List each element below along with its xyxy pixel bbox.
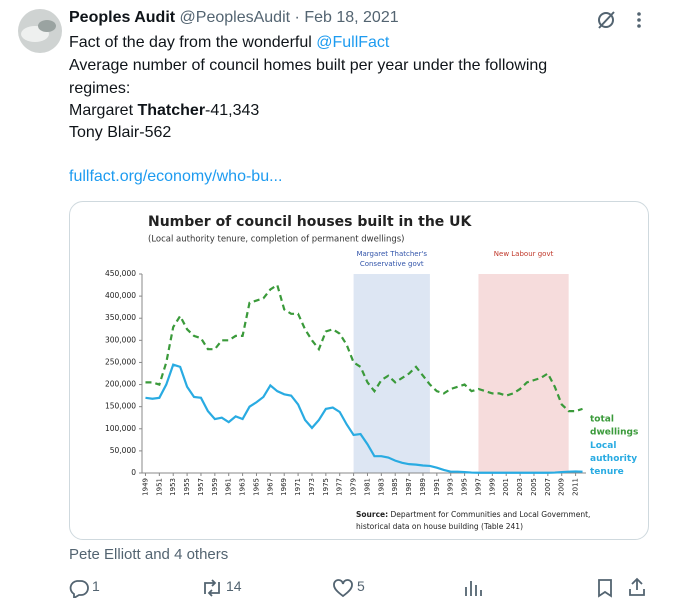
reply-icon[interactable] [69,578,89,598]
source-text: historical data on house building (Table… [356,522,523,531]
x-tick-label: 2001 [502,478,510,496]
y-tick-label: 300,000 [105,335,136,344]
chart: Number of council houses built in the UK… [105,214,638,531]
tweet-header: Peoples Audit @PeoplesAudit · Feb 18, 20… [69,9,399,27]
source: Source: Department for Communities and L… [356,510,590,519]
shaded-period [353,274,430,473]
x-tick-label: 2009 [558,478,566,496]
grok-icon[interactable] [595,9,619,31]
tweet-line: Tony Blair-562 [69,124,172,141]
x-tick-label: 2007 [544,478,552,496]
x-tick-label: 1951 [155,478,163,496]
chart-title: Number of council houses built in the UK [148,214,473,230]
x-tick-label: 1987 [405,478,413,496]
y-tick-label: 150,000 [105,402,136,411]
separator: · [294,9,300,26]
series-label: dwellings [590,427,638,437]
tweet-line: Average number of council homes built pe… [69,57,548,74]
x-tick-label: 1983 [377,478,385,496]
y-tick-label: 50,000 [110,446,136,455]
x-tick-label: 1967 [266,478,274,496]
author-name[interactable]: Peoples Audit [69,9,176,26]
x-tick-label: 1965 [252,478,260,496]
shaded-period [478,274,569,473]
y-tick-label: 450,000 [105,269,136,278]
x-tick-label: 1997 [474,478,482,496]
series-label: authority [590,454,637,464]
x-tick-label: 1953 [169,478,177,496]
x-tick-label: 1971 [294,478,302,496]
x-tick-label: 1973 [308,478,316,496]
tweet-line: Fact of the day from the wonderful @Full… [69,34,389,52]
series-line [145,283,583,413]
period-label: Conservative govt [360,260,424,268]
retweet-icon[interactable] [200,578,224,598]
text: Margaret [69,102,138,119]
x-tick-label: 1963 [239,478,247,496]
series-label: tenure [590,467,624,477]
mention[interactable]: @FullFact [316,34,390,51]
x-tick-label: 1949 [141,478,149,496]
more-icon[interactable] [632,10,646,30]
x-tick-label: 1977 [336,478,344,496]
x-tick-label: 1961 [225,478,233,496]
series-line [145,363,583,474]
x-tick-label: 1993 [447,478,455,496]
x-tick-label: 1991 [433,478,441,496]
tweet-line: Margaret Thatcher-41,343 [69,102,259,120]
y-tick-label: 0 [131,468,136,477]
x-tick-label: 1969 [280,478,288,496]
series-label: total [590,414,614,424]
source-text: Department for Communities and Local Gov… [391,510,591,519]
x-tick-label: 1957 [197,478,205,496]
date[interactable]: Feb 18, 2021 [304,9,399,26]
chart-subtitle: (Local authority tenure, completion of p… [148,235,404,245]
y-tick-label: 200,000 [105,380,136,389]
image-card[interactable]: Number of council houses built in the UK… [69,201,649,540]
x-tick-label: 1975 [322,478,330,496]
text: Fact of the day from the wonderful [69,34,317,51]
bookmark-icon[interactable] [596,578,614,598]
like-icon[interactable] [332,578,354,598]
x-tick-label: 1979 [350,478,358,496]
bold-text: Thatcher [137,102,206,119]
y-tick-label: 100,000 [105,424,136,433]
period-label: New Labour govt [494,250,554,258]
views-icon[interactable] [463,578,483,598]
x-tick-label: 1989 [419,478,427,496]
liked-by[interactable]: Pete Elliott and 4 others [69,546,229,563]
x-tick-label: 1985 [391,478,399,496]
reply-count[interactable]: 1 [92,578,100,594]
series-label: Local [590,441,616,451]
x-tick-label: 1981 [363,478,371,496]
share-icon[interactable] [627,577,647,597]
link[interactable]: fullfact.org/economy/who-bu... [69,168,283,185]
source-label: Source: [356,510,388,519]
text: -41,343 [205,102,260,119]
like-count[interactable]: 5 [357,578,365,594]
y-tick-label: 400,000 [105,291,136,300]
x-tick-label: 1959 [211,478,219,496]
x-tick-label: 2011 [572,478,580,496]
y-tick-label: 350,000 [105,313,136,322]
x-tick-label: 2005 [530,478,538,496]
x-tick-label: 1999 [488,478,496,496]
avatar[interactable] [17,8,63,54]
x-tick-label: 1955 [183,478,191,496]
period-label: Margaret Thatcher's [356,250,427,258]
x-tick-label: 1995 [461,478,469,496]
tweet-line: regimes: [69,80,131,97]
handle[interactable]: @PeoplesAudit [179,9,291,26]
x-tick-label: 2003 [516,478,524,496]
y-tick-label: 250,000 [105,357,136,366]
retweet-count[interactable]: 14 [226,578,242,594]
